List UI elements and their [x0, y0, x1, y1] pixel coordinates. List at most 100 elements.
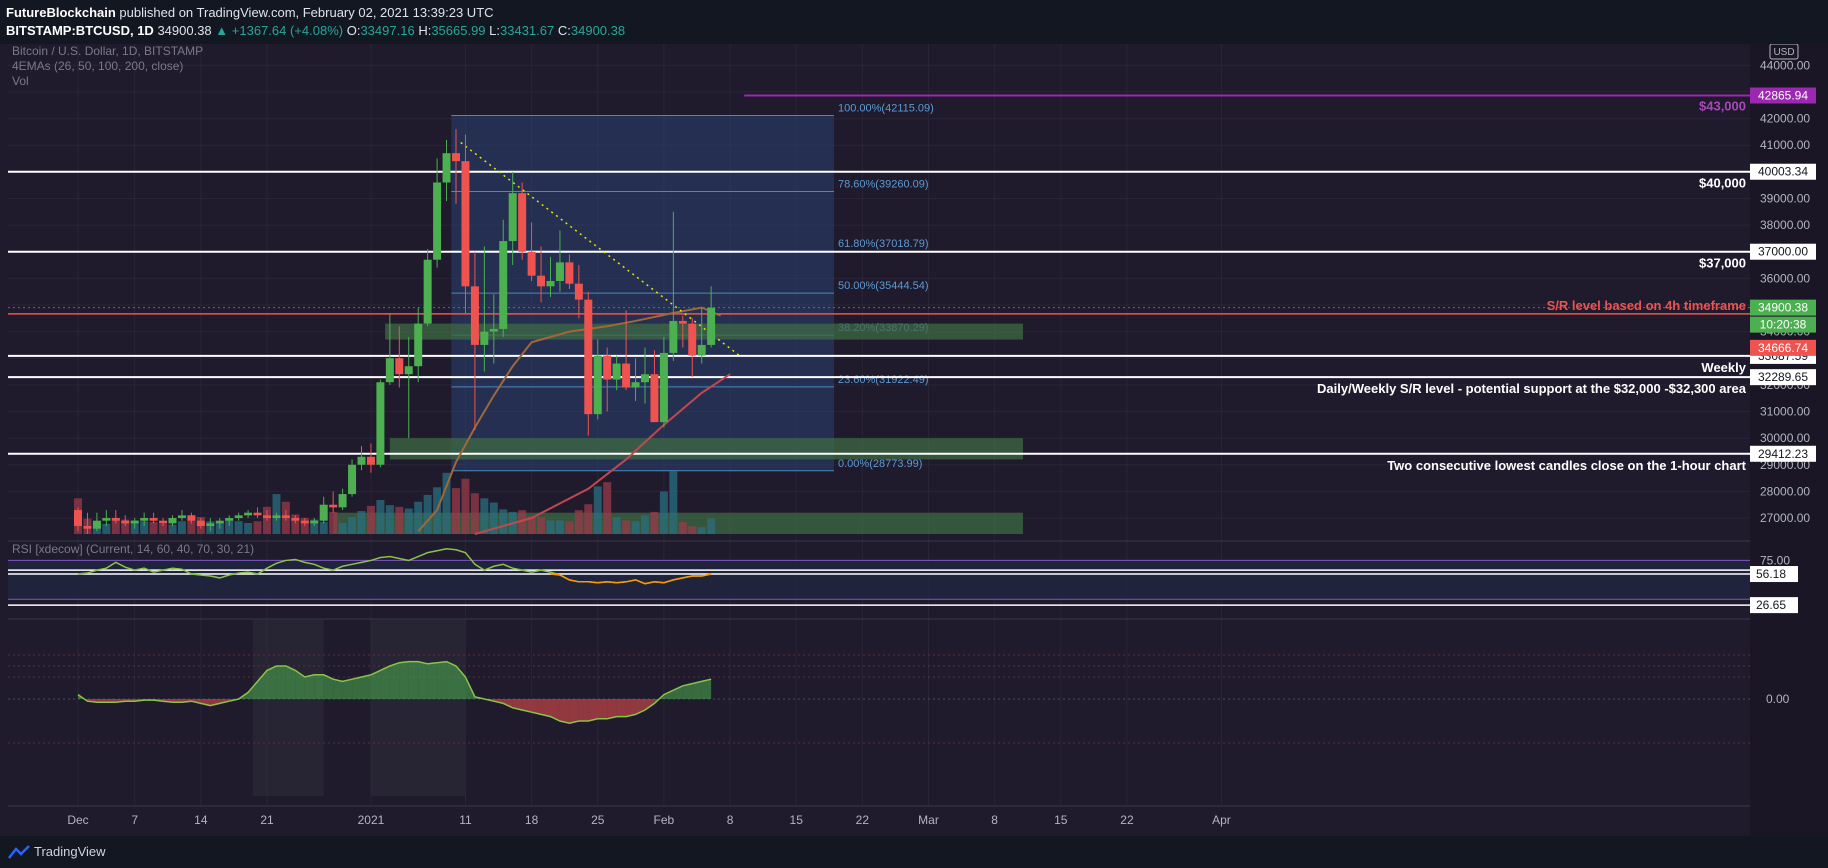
candle-body [263, 515, 271, 519]
chart-area[interactable]: 100.00%(42115.09) 78.60%(39260.09) 61.80%(… [0, 44, 1828, 836]
volume-bar [111, 517, 120, 534]
time-axis-tick: 8 [991, 813, 998, 827]
price-axis-tick: 42000.00 [1760, 112, 1810, 126]
osc-area [257, 670, 267, 699]
candle-body [659, 352, 668, 423]
price-tag-sr-bg [1750, 369, 1816, 386]
candle-body [461, 161, 470, 287]
volume-bar [631, 521, 640, 534]
rsi-line-weak [550, 573, 712, 585]
currency-badge [1769, 44, 1799, 60]
osc-area [456, 666, 466, 699]
volume-bar [168, 524, 177, 534]
time-axis-tick: 25 [591, 813, 605, 827]
candle-body [366, 456, 375, 465]
time-axis-tick: Apr [1212, 813, 1231, 827]
volume-bar [366, 505, 375, 534]
price-chart[interactable]: 100.00%(42115.09) 78.60%(39260.09) 61.80%(… [0, 44, 1828, 836]
volume-bar [291, 514, 300, 534]
candle-body [83, 526, 92, 529]
symbol-name[interactable]: BITSTAMP:BTCUSD, 1D [6, 23, 154, 38]
rsi-low-tag-bg [1750, 597, 1798, 614]
time-axis-tick: 18 [525, 813, 539, 827]
volume-bar [234, 521, 243, 534]
candle-body [669, 320, 678, 353]
osc-area [399, 661, 409, 699]
volume-bar [537, 517, 546, 534]
candle-body [480, 331, 489, 345]
osc-axis-zero: 0.00 [1766, 692, 1790, 706]
osc-area [607, 699, 617, 719]
high-label: H: [418, 23, 432, 38]
time-axis-tick: Mar [918, 813, 939, 827]
osc-area [569, 699, 579, 724]
time-axis-tick: Feb [654, 813, 675, 827]
legend-ema: 4EMAs (26, 50, 100, 200, close) [12, 59, 184, 73]
volume-bar [593, 486, 602, 534]
candle-body [319, 504, 328, 521]
fib-level-label: 23.60%(31922.49) [838, 374, 929, 386]
candle-body [603, 355, 612, 380]
price-change: ▲ +1367.64 (+4.08%) [215, 23, 344, 38]
candle-body [433, 182, 442, 260]
price-axis-tick: 44000.00 [1760, 58, 1810, 72]
volume-bar [688, 526, 697, 534]
volume-bar [470, 493, 479, 534]
candle-body [423, 259, 432, 324]
legend-rsi: RSI [xdecow] (Current, 14, 60, 40, 70, 3… [12, 542, 255, 556]
osc-area [106, 699, 116, 703]
low-label: L: [489, 23, 501, 38]
sr-line-label: $40,000 [1699, 176, 1746, 191]
fib-level-label: 0.00%(28773.99) [838, 458, 922, 470]
support-zone [385, 323, 1023, 340]
volume-bar [121, 519, 130, 534]
osc-area [248, 681, 258, 699]
osc-area [597, 699, 608, 719]
price-tag-sr: 37000.00 [1758, 245, 1808, 259]
osc-area [323, 674, 334, 699]
author-name[interactable]: FutureBlockchain [6, 5, 116, 20]
tradingview-logo-icon [8, 845, 30, 859]
volume-bar [225, 518, 234, 534]
osc-area [437, 661, 447, 699]
candle-body [168, 518, 177, 524]
ema-line-long [474, 373, 731, 535]
candle-body [565, 262, 574, 284]
candle-body [678, 320, 687, 324]
rsi-tag-value: 56.18 [1756, 567, 1786, 581]
osc-shade [252, 619, 324, 796]
price-axis-tick: 30000.00 [1760, 431, 1810, 445]
footer-brand[interactable]: TradingView [34, 844, 106, 859]
osc-area [361, 674, 371, 699]
publish-info: published on TradingView.com, February 0… [119, 5, 494, 20]
price-axis-tick: 27000.00 [1760, 511, 1810, 525]
low-value: 33431.67 [500, 23, 555, 38]
candle-body [102, 518, 111, 521]
osc-area [285, 666, 296, 699]
osc-area [550, 699, 560, 721]
publish-line: FutureBlockchain published on TradingVie… [6, 4, 494, 22]
fib-level-label: 78.60%(39260.09) [838, 179, 929, 191]
volume-bar [650, 511, 659, 534]
symbol-line: BITSTAMP:BTCUSD, 1D 34900.38 ▲ +1367.64 … [6, 22, 625, 40]
candle-body [499, 241, 508, 329]
candle-body [385, 358, 394, 383]
price-tag-sr-bg [1750, 163, 1816, 180]
candle-body [470, 286, 479, 345]
price-tag-4h-bg [1750, 339, 1816, 356]
price-axis-tick: 31000.00 [1760, 405, 1810, 419]
volume-bar [244, 522, 253, 534]
osc-area [96, 699, 107, 703]
candle-body [452, 153, 460, 162]
volume-bar [338, 522, 347, 534]
sr-line-label: Daily/Weekly S/R level - potential suppo… [1317, 381, 1747, 396]
rsi-tag-bg [1750, 566, 1798, 583]
time-axis-tick: 21 [260, 813, 274, 827]
sr-line-label: $37,000 [1699, 256, 1746, 271]
fib-level-label: 100.00%(42115.09) [838, 103, 934, 115]
candle-body [177, 515, 186, 519]
close-value: 34900.38 [570, 23, 626, 38]
volume-bar [555, 520, 564, 534]
rsi-low-tag-value: 26.65 [1756, 598, 1786, 612]
time-axis-tick: 22 [856, 813, 870, 827]
